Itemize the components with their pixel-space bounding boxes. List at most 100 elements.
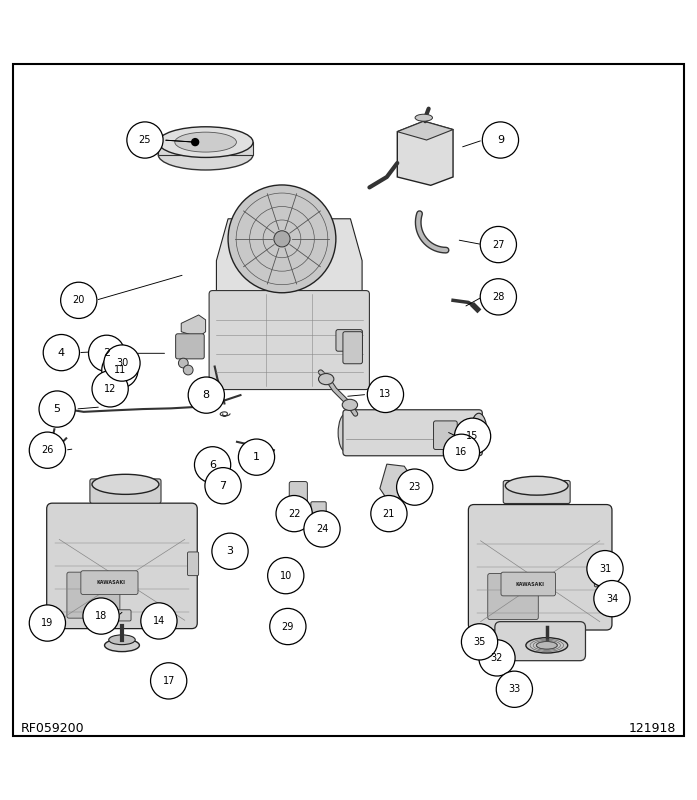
Polygon shape — [216, 218, 362, 310]
Text: RF059200: RF059200 — [21, 722, 84, 735]
Ellipse shape — [485, 652, 498, 659]
Circle shape — [479, 640, 515, 676]
Circle shape — [102, 352, 138, 388]
Polygon shape — [215, 541, 233, 555]
Text: 1: 1 — [253, 452, 260, 462]
Circle shape — [141, 603, 177, 639]
Circle shape — [587, 550, 623, 586]
Circle shape — [274, 230, 290, 247]
Text: 14: 14 — [153, 616, 165, 626]
Polygon shape — [380, 464, 411, 499]
Circle shape — [496, 671, 533, 707]
Circle shape — [238, 439, 275, 475]
Circle shape — [228, 185, 336, 293]
Ellipse shape — [158, 139, 253, 170]
Polygon shape — [397, 121, 453, 186]
Ellipse shape — [272, 618, 293, 630]
Text: 121918: 121918 — [629, 722, 676, 735]
Text: 26: 26 — [41, 445, 54, 455]
FancyBboxPatch shape — [67, 572, 120, 618]
Circle shape — [194, 446, 231, 483]
Ellipse shape — [505, 476, 568, 495]
FancyBboxPatch shape — [468, 505, 612, 630]
Ellipse shape — [277, 622, 287, 627]
Polygon shape — [181, 315, 206, 338]
Text: 35: 35 — [473, 637, 486, 647]
Text: 31: 31 — [599, 564, 611, 574]
Ellipse shape — [338, 414, 355, 452]
Circle shape — [461, 624, 498, 660]
Circle shape — [268, 558, 304, 594]
Ellipse shape — [272, 566, 289, 578]
Circle shape — [43, 334, 79, 370]
Text: 12: 12 — [104, 384, 116, 394]
Circle shape — [480, 226, 516, 262]
Circle shape — [29, 432, 66, 468]
Ellipse shape — [158, 126, 253, 158]
Ellipse shape — [175, 132, 236, 152]
FancyBboxPatch shape — [176, 334, 204, 359]
Text: 3: 3 — [227, 546, 233, 556]
FancyBboxPatch shape — [270, 565, 291, 579]
Circle shape — [397, 469, 433, 506]
Circle shape — [205, 468, 241, 504]
FancyBboxPatch shape — [47, 503, 197, 629]
Text: 33: 33 — [508, 684, 521, 694]
Text: 19: 19 — [41, 618, 54, 628]
FancyBboxPatch shape — [13, 64, 684, 736]
FancyBboxPatch shape — [602, 554, 613, 577]
Text: 28: 28 — [492, 292, 505, 302]
Circle shape — [39, 391, 75, 427]
Text: 25: 25 — [139, 135, 151, 145]
Ellipse shape — [105, 639, 139, 652]
Text: 17: 17 — [162, 676, 175, 686]
Text: 23: 23 — [408, 482, 421, 492]
Ellipse shape — [342, 399, 358, 410]
Circle shape — [454, 418, 491, 454]
Circle shape — [594, 581, 630, 617]
FancyBboxPatch shape — [343, 332, 362, 364]
Text: 11: 11 — [114, 365, 126, 375]
Circle shape — [304, 511, 340, 547]
Circle shape — [127, 122, 163, 158]
Ellipse shape — [470, 414, 487, 452]
Circle shape — [188, 377, 224, 414]
Circle shape — [270, 609, 306, 645]
Circle shape — [61, 282, 97, 318]
Text: 24: 24 — [316, 524, 328, 534]
Circle shape — [92, 370, 128, 407]
Text: 32: 32 — [491, 653, 503, 663]
Circle shape — [29, 605, 66, 641]
Circle shape — [217, 470, 229, 483]
Ellipse shape — [526, 638, 567, 653]
Text: 2: 2 — [103, 348, 110, 358]
Text: 6: 6 — [209, 460, 216, 470]
FancyBboxPatch shape — [336, 330, 362, 351]
Text: 16: 16 — [455, 447, 468, 458]
Ellipse shape — [109, 635, 135, 645]
Circle shape — [212, 533, 248, 570]
Ellipse shape — [536, 642, 558, 649]
Text: KAWASAKI: KAWASAKI — [515, 582, 544, 586]
FancyBboxPatch shape — [158, 142, 253, 154]
Ellipse shape — [415, 114, 432, 122]
Text: 5: 5 — [54, 404, 61, 414]
FancyBboxPatch shape — [81, 570, 138, 594]
Text: 29: 29 — [282, 622, 294, 631]
Circle shape — [208, 451, 221, 463]
Text: 13: 13 — [379, 390, 392, 399]
Ellipse shape — [92, 474, 159, 494]
Circle shape — [192, 138, 199, 146]
Ellipse shape — [319, 374, 334, 385]
Text: 30: 30 — [116, 358, 128, 368]
Circle shape — [371, 495, 407, 532]
FancyBboxPatch shape — [434, 421, 457, 450]
FancyBboxPatch shape — [495, 622, 585, 661]
Circle shape — [178, 358, 188, 368]
Text: 18: 18 — [95, 611, 107, 621]
Text: 27: 27 — [492, 239, 505, 250]
FancyBboxPatch shape — [187, 552, 199, 576]
Text: 21: 21 — [383, 509, 395, 518]
Text: KAWASAKI: KAWASAKI — [96, 580, 125, 585]
Text: 9: 9 — [497, 135, 504, 145]
